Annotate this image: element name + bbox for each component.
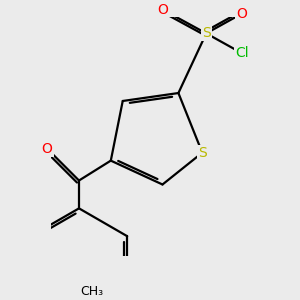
Text: CH₃: CH₃ bbox=[80, 285, 103, 298]
Text: O: O bbox=[237, 7, 248, 20]
Text: S: S bbox=[202, 26, 211, 40]
Text: O: O bbox=[157, 2, 168, 16]
Text: Cl: Cl bbox=[235, 46, 249, 60]
Text: S: S bbox=[198, 146, 207, 160]
Text: O: O bbox=[42, 142, 52, 156]
